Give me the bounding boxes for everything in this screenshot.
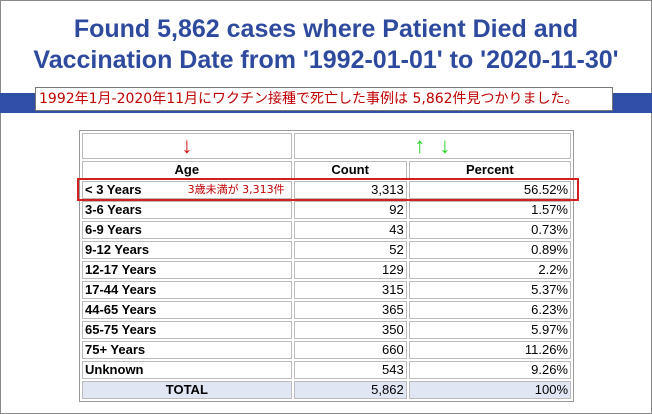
sort-row: ↓ ↑ ↓	[82, 133, 571, 159]
table-row: 75+ Years 660 11.26%	[82, 341, 571, 359]
count-cell: 52	[293, 241, 407, 259]
table-row: 6-9 Years 43 0.73%	[82, 221, 571, 239]
percent-cell: 56.52%	[408, 181, 571, 199]
count-cell: 129	[293, 261, 407, 279]
percent-cell: 5.97%	[408, 321, 571, 339]
count-cell: 43	[293, 221, 407, 239]
total-percent: 100%	[408, 381, 571, 399]
table-row: 65-75 Years 350 5.97%	[82, 321, 571, 339]
count-cell: 543	[293, 361, 407, 379]
percent-cell: 0.89%	[408, 241, 571, 259]
japanese-summary-note: 1992年1月-2020年11月にワクチン接種で死亡した事例は 5,862件見つ…	[35, 87, 613, 111]
header-count[interactable]: Count	[293, 161, 407, 179]
count-sort-cell: ↑ ↓	[293, 133, 571, 159]
count-cell: 365	[293, 301, 407, 319]
title-line-2: Vaccination Date from '1992-01-01' to '2…	[33, 46, 619, 74]
table-row: 44-65 Years 365 6.23%	[82, 301, 571, 319]
total-label: TOTAL	[82, 381, 292, 399]
count-cell: 3,313	[293, 181, 407, 199]
table-row: 9-12 Years 52 0.89%	[82, 241, 571, 259]
page-title: Found 5,862 cases where Patient Died and…	[0, 14, 652, 76]
percent-cell: 2.2%	[408, 261, 571, 279]
age-cell: 12-17 Years	[82, 261, 292, 279]
age-cell: 17-44 Years	[82, 281, 292, 299]
table-row: 17-44 Years 315 5.37%	[82, 281, 571, 299]
table-row: < 3 Years 3歳未満が 3,313件 3,313 56.52%	[82, 181, 571, 199]
total-count: 5,862	[293, 381, 407, 399]
total-row: TOTAL 5,862 100%	[82, 381, 571, 399]
percent-cell: 5.37%	[408, 281, 571, 299]
header-percent[interactable]: Percent	[408, 161, 571, 179]
age-cell: < 3 Years 3歳未満が 3,313件	[82, 181, 292, 199]
count-cell: 660	[293, 341, 407, 359]
count-cell: 350	[293, 321, 407, 339]
age-cell: 9-12 Years	[82, 241, 292, 259]
highlight-note: 3歳未満が 3,313件	[187, 183, 285, 196]
age-cell: 75+ Years	[82, 341, 292, 359]
age-cell: 44-65 Years	[82, 301, 292, 319]
age-sort-cell: ↓	[82, 133, 292, 159]
arrow-down-green-icon[interactable]: ↓	[439, 133, 451, 158]
age-label: < 3 Years	[85, 182, 142, 197]
title-line-1: Found 5,862 cases where Patient Died and	[73, 15, 579, 43]
count-cell: 315	[293, 281, 407, 299]
table-row: Unknown 543 9.26%	[82, 361, 571, 379]
age-cell: Unknown	[82, 361, 292, 379]
table-row: 3-6 Years 92 1.57%	[82, 201, 571, 219]
percent-cell: 11.26%	[408, 341, 571, 359]
age-cell: 6-9 Years	[82, 221, 292, 239]
header-row: Age Count Percent	[82, 161, 571, 179]
header-age[interactable]: Age	[82, 161, 292, 179]
percent-cell: 9.26%	[408, 361, 571, 379]
arrow-up-green-icon[interactable]: ↑	[414, 133, 426, 158]
age-cell: 65-75 Years	[82, 321, 292, 339]
results-table: ↓ ↑ ↓ Age Count Percent < 3 Years 3歳未満が 3…	[79, 130, 574, 402]
table-body: < 3 Years 3歳未満が 3,313件 3,313 56.52% 3-6 Year…	[82, 181, 571, 379]
percent-cell: 1.57%	[408, 201, 571, 219]
age-cell: 3-6 Years	[82, 201, 292, 219]
percent-cell: 6.23%	[408, 301, 571, 319]
table-row: 12-17 Years 129 2.2%	[82, 261, 571, 279]
count-cell: 92	[293, 201, 407, 219]
arrow-down-red-icon[interactable]: ↓	[181, 133, 193, 158]
percent-cell: 0.73%	[408, 221, 571, 239]
